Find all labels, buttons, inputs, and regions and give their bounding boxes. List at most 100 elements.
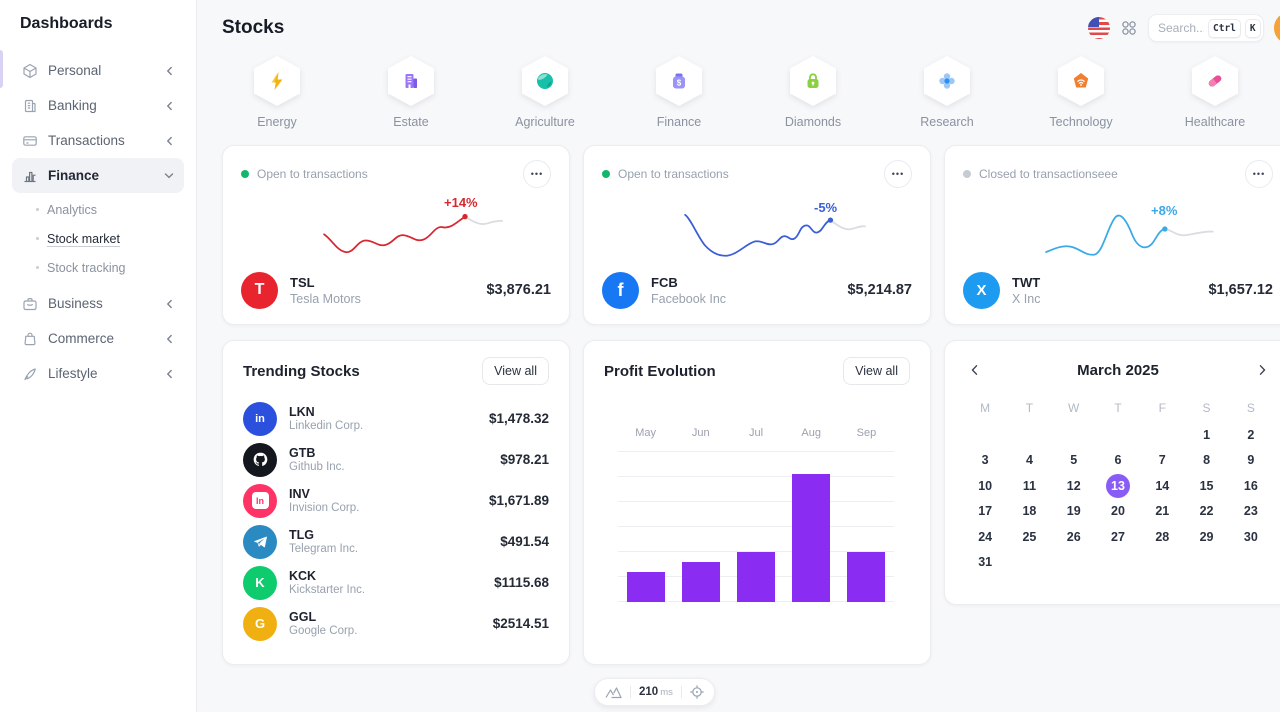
category-finance[interactable]: $ Finance — [636, 56, 722, 129]
calendar-day[interactable]: 6 — [1114, 453, 1122, 468]
stock-ticker: FCB — [651, 274, 678, 290]
calendar-day[interactable]: 29 — [1199, 529, 1214, 544]
trending-row-kck[interactable]: K KCK Kickstarter Inc. $1115.68 — [243, 562, 549, 603]
calendar-prev-button[interactable] — [963, 364, 985, 376]
view-all-button[interactable]: View all — [482, 357, 549, 385]
view-all-button[interactable]: View all — [843, 357, 910, 385]
trending-row-gtb[interactable]: GTB Github Inc. $978.21 — [243, 439, 549, 480]
crosshair-icon[interactable] — [690, 685, 704, 699]
category-energy[interactable]: Energy — [234, 56, 320, 129]
panel-title: Profit Evolution — [604, 362, 716, 380]
latency-value: 210 ms — [639, 686, 673, 698]
trending-row-lkn[interactable]: in LKN Linkedin Corp. $1,478.32 — [243, 398, 549, 439]
calendar-day[interactable]: 16 — [1243, 478, 1258, 493]
change-label: -5% — [814, 200, 838, 215]
stock-company: Tesla Motors — [290, 291, 361, 306]
calendar-day[interactable]: 27 — [1111, 529, 1125, 544]
change-label: +14% — [444, 195, 478, 210]
more-options-button[interactable]: ••• — [523, 160, 551, 188]
calendar-day[interactable]: 26 — [1066, 529, 1081, 544]
sparkline-chart: +14% — [241, 190, 551, 270]
globe-icon — [537, 73, 553, 89]
stock-card-twt[interactable]: Closed to transactionseee ••• +8% X TWT … — [944, 145, 1280, 325]
trending-row-tlg[interactable]: TLG Telegram Inc. $491.54 — [243, 521, 549, 562]
stock-ticker: TSL — [290, 274, 315, 290]
submenu-item-stock-market[interactable]: Stock market — [0, 224, 196, 253]
calendar-day[interactable]: 11 — [1022, 478, 1037, 493]
calendar-day[interactable]: 5 — [1070, 453, 1078, 468]
mountains-icon — [605, 686, 622, 698]
calendar-day[interactable]: 2 — [1247, 427, 1255, 442]
stock-price: $1,657.12 — [1208, 282, 1273, 298]
category-diamonds[interactable]: Diamonds — [770, 56, 856, 129]
category-healthcare[interactable]: Healthcare — [1172, 56, 1258, 129]
calendar-day[interactable]: 23 — [1243, 504, 1258, 519]
calendar-day[interactable]: 1 — [1203, 427, 1211, 442]
category-agriculture[interactable]: Agriculture — [502, 56, 588, 129]
search-box[interactable]: Ctrl K — [1148, 14, 1264, 42]
chevron-left-icon — [165, 136, 174, 146]
calendar-day[interactable]: 24 — [978, 529, 993, 544]
calendar-day[interactable]: 19 — [1066, 504, 1081, 519]
sidebar-item-commerce[interactable]: Commerce — [12, 321, 184, 356]
sidebar: Dashboards Personal Banking Transactions… — [0, 0, 197, 712]
calendar-weekday: F — [1158, 401, 1166, 415]
stock-price: $5,214.87 — [847, 282, 912, 298]
submenu-item-analytics[interactable]: Analytics — [0, 195, 196, 224]
calendar-day[interactable]: 4 — [1025, 453, 1033, 468]
stock-card-tsl[interactable]: Open to transactions ••• +14% T TSL Tesl… — [222, 145, 570, 325]
calendar-day[interactable]: 3 — [981, 453, 989, 468]
sidebar-item-lifestyle[interactable]: Lifestyle — [12, 356, 184, 391]
more-options-button[interactable]: ••• — [1245, 160, 1273, 188]
calendar-month-label: March 2025 — [1077, 361, 1159, 379]
calendar-day[interactable]: 25 — [1022, 529, 1037, 544]
category-estate[interactable]: Estate — [368, 56, 454, 129]
more-options-button[interactable]: ••• — [884, 160, 912, 188]
sparkline-svg — [684, 213, 866, 257]
briefcase-icon — [23, 297, 37, 310]
calendar-day[interactable]: 15 — [1199, 478, 1214, 493]
calendar-day[interactable]: 31 — [978, 555, 993, 570]
calendar-day[interactable]: 21 — [1155, 504, 1170, 519]
calendar-day[interactable]: 9 — [1247, 453, 1255, 468]
submenu-item-stock-tracking[interactable]: Stock tracking — [0, 253, 196, 282]
trending-row-inv[interactable]: In INV Invision Corp. $1,671.89 — [243, 480, 549, 521]
status-text: Closed to transactionseee — [979, 167, 1118, 181]
sidebar-item-personal[interactable]: Personal — [12, 53, 184, 88]
status-pill: 210 ms — [594, 678, 715, 706]
calendar-day[interactable]: 20 — [1111, 504, 1125, 519]
calendar-day[interactable]: 28 — [1155, 529, 1170, 544]
calendar-day[interactable]: 7 — [1158, 453, 1166, 468]
atom-icon — [939, 73, 955, 89]
x-logo-icon: X — [963, 271, 1000, 309]
calendar-day[interactable]: 18 — [1022, 504, 1037, 519]
calendar-day[interactable]: 10 — [978, 478, 993, 493]
trending-row-ggl[interactable]: G GGL Google Corp. $2514.51 — [243, 603, 549, 644]
calendar-weekday: S — [1202, 401, 1211, 415]
calendar-next-button[interactable] — [1251, 364, 1273, 376]
category-research[interactable]: Research — [904, 56, 990, 129]
calendar-day-selected[interactable]: 13 — [1096, 473, 1140, 499]
calendar-weekday: T — [1025, 401, 1034, 415]
stock-card-fcb[interactable]: Open to transactions ••• -5% f FCB Faceb… — [583, 145, 931, 325]
calendar-day[interactable]: 14 — [1155, 478, 1170, 493]
avatar[interactable] — [1274, 12, 1280, 44]
calendar-day[interactable]: 12 — [1066, 478, 1081, 493]
calendar-day[interactable]: 22 — [1199, 504, 1214, 519]
search-input[interactable] — [1158, 21, 1204, 35]
sidebar-item-banking[interactable]: Banking — [12, 88, 184, 123]
sidebar-item-finance[interactable]: Finance — [12, 158, 184, 193]
calendar-day[interactable]: 17 — [978, 504, 993, 519]
bar-chart-plot — [618, 451, 894, 602]
top-bar: Stocks Ctrl K — [222, 10, 1280, 46]
sidebar-item-transactions[interactable]: Transactions — [12, 123, 184, 158]
apps-grid-icon[interactable] — [1120, 19, 1138, 37]
calendar-day[interactable]: 30 — [1243, 529, 1258, 544]
sidebar-item-label: Banking — [48, 98, 97, 113]
us-flag-icon[interactable] — [1088, 17, 1110, 39]
category-technology[interactable]: Technology — [1038, 56, 1124, 129]
sparkline-svg — [323, 213, 504, 253]
calendar-day[interactable]: 8 — [1203, 453, 1211, 468]
trending-stocks-card: Trending Stocks View all in LKN Linkedin … — [222, 340, 570, 665]
sidebar-item-business[interactable]: Business — [12, 286, 184, 321]
